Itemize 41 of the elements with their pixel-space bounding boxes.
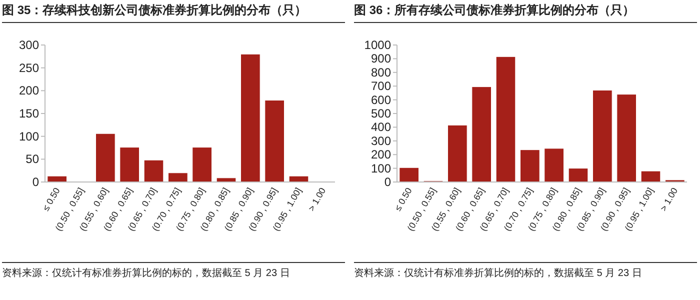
bar — [240, 54, 260, 182]
y-tick-label: 600 — [370, 92, 392, 107]
y-tick-label: 200 — [18, 84, 40, 98]
y-tick-label: 250 — [18, 60, 40, 75]
y-tick-label: 300 — [370, 134, 392, 148]
bar — [592, 90, 612, 182]
bar — [448, 124, 468, 182]
bar — [472, 86, 492, 182]
text: 资料来源：仅统计有标准券折算比例的标的，数据截至 5 月 23 日 — [2, 262, 345, 281]
y-tick-label: 1000 — [364, 38, 392, 52]
y-tick-label: 700 — [370, 79, 392, 94]
y-tick-label: 400 — [370, 120, 392, 134]
bar — [264, 100, 284, 182]
y-tick-label: 50 — [26, 152, 40, 166]
bar — [520, 150, 540, 182]
y-tick-label: 800 — [370, 65, 392, 80]
text: 资料来源：仅统计有标准券折算比例的标的，数据截至 5 月 23 日 — [354, 262, 697, 281]
bar — [120, 147, 140, 182]
y-tick-label: 300 — [18, 38, 40, 52]
bar — [168, 172, 188, 182]
bar — [96, 133, 116, 182]
bar — [568, 168, 588, 182]
y-tick-label: 200 — [370, 148, 392, 162]
chart-title: 图 36：所有存续公司债标准券折算比例的分布（只） — [354, 2, 697, 23]
bar — [192, 147, 212, 182]
bar — [47, 176, 67, 182]
y-tick-label: 900 — [370, 52, 392, 66]
bar — [496, 56, 516, 182]
y-tick-label: 0 — [32, 175, 40, 189]
y-tick-label: 100 — [18, 129, 40, 144]
y-tick-label: 0 — [384, 175, 392, 189]
bar — [616, 94, 636, 182]
bar — [144, 160, 164, 182]
y-tick-label: 150 — [18, 106, 40, 120]
bar — [544, 148, 564, 182]
y-tick-label: 500 — [370, 106, 392, 120]
bar — [288, 176, 309, 182]
chart-title: 图 35：存续科技创新公司债标准券折算比例的分布（只） — [2, 2, 345, 23]
bar — [399, 167, 419, 182]
bar — [640, 170, 661, 182]
y-tick-label: 100 — [370, 161, 392, 176]
